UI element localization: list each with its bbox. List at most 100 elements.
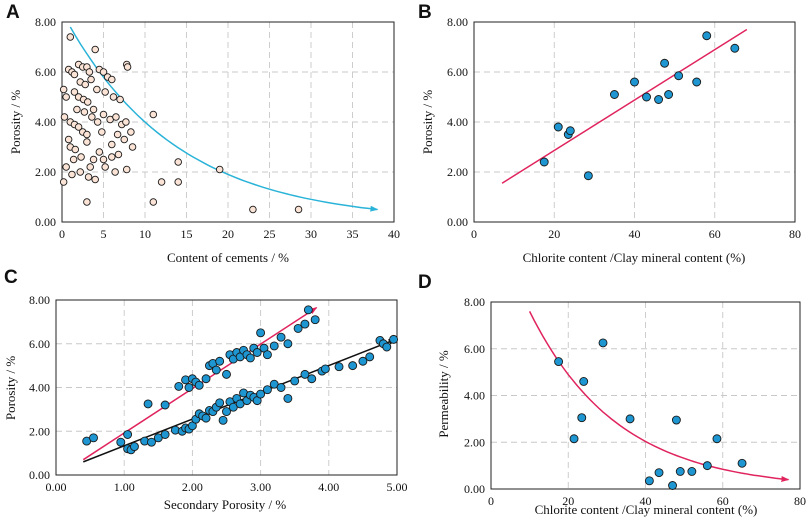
panel-a-data-point	[98, 128, 106, 136]
panel-c-data-point-upper	[269, 341, 279, 351]
panel-b-data-point	[664, 90, 674, 99]
panel-a-data-point	[120, 135, 128, 144]
panel-a-y-tick-label: 4.00	[35, 115, 56, 129]
panel-c-data-point-lower	[89, 433, 98, 443]
panel-c-data-point-upper	[245, 353, 255, 363]
panel-d-x-tick-label: 60	[717, 494, 729, 508]
panel-c-data-point-lower	[218, 415, 228, 425]
panel-b-x-tick-label: 40	[629, 227, 641, 241]
panel-a-data-point	[62, 93, 70, 101]
panel-b-x-tick-label: 0	[471, 227, 477, 241]
panel-a-data-point	[71, 145, 80, 154]
panel-a-x-tick-label: 25	[264, 227, 276, 241]
panel-label-d: D	[418, 272, 432, 293]
panel-c-data-point-upper	[160, 400, 170, 410]
panel-a-data-point	[69, 155, 78, 164]
panel-c-data-point-upper	[293, 323, 303, 333]
panel-c-data-point-upper	[174, 381, 184, 391]
panel-a-data-point	[59, 178, 68, 186]
panel-b-y-axis-title: Porosity / %	[420, 90, 435, 154]
panel-a-data-point	[80, 108, 89, 116]
panel-c-x-tick-label: 2.00	[182, 480, 203, 494]
panel-c-data-point-lower	[262, 385, 272, 395]
panel-c-data-point-upper	[222, 369, 231, 379]
panel-a-data-point	[99, 110, 108, 119]
panel-a-data-point	[122, 118, 130, 126]
panel-d-data-point	[702, 461, 712, 471]
panel-a-x-tick-label: 5	[101, 227, 107, 241]
panel-a-data-point	[87, 75, 95, 84]
panel-a-data-point	[93, 85, 101, 94]
panel-a-data-point	[109, 93, 118, 101]
panel-d-y-tick-label: 4.00	[464, 389, 485, 403]
panel-d-data-point	[712, 434, 722, 444]
panel-b-data-point	[674, 71, 684, 81]
panel-c-y-tick-label: 0.00	[29, 468, 50, 482]
panel-a-data-point	[76, 168, 85, 176]
panel-b-plot-frame	[473, 21, 796, 223]
panel-a-data-point	[123, 63, 132, 71]
panel-b-x-axis-title: Chlorite content /Clay mineral content (…	[523, 250, 746, 265]
panel-d-x-axis-title: Chlorite content /Clay mineral content (…	[535, 502, 758, 517]
panel-c-data-point-upper	[262, 350, 272, 360]
panel-b-y-tick-label: 4.00	[447, 115, 468, 129]
panel-b-data-point	[654, 95, 664, 104]
panel-a-data-point	[70, 70, 79, 79]
panel-b-data-point	[565, 126, 575, 136]
panel-d-data-point	[675, 467, 685, 476]
panel-a-data-point	[91, 175, 99, 184]
panel-d-data-point	[668, 481, 677, 490]
panel-b-x-tick-label: 80	[789, 227, 801, 241]
panel-d-y-axis-title: Permeability / %	[436, 350, 451, 438]
panel-d-y-tick-label: 0.00	[464, 482, 485, 496]
panel-a-data-point	[157, 178, 166, 186]
panel-a-data-point	[83, 138, 91, 146]
panel-a-x-tick-label: 15	[181, 227, 193, 241]
panel-c-x-axis-title: Secondary Porosity / %	[164, 497, 287, 512]
panel-c-y-axis-title: Porosity / %	[3, 356, 18, 420]
panel-c-y-tick-label: 4.00	[29, 381, 50, 395]
panel-a-data-point	[73, 105, 81, 114]
panel-a-data-point	[85, 68, 94, 76]
panel-c-data-point-lower	[365, 352, 375, 362]
panel-a-y-tick-label: 6.00	[35, 65, 56, 79]
panel-b-trend-line	[501, 28, 748, 184]
panel-a-x-tick-label: 20	[222, 227, 234, 241]
panel-b-data-point	[630, 77, 639, 87]
panel-label-b: B	[418, 2, 432, 23]
panel-d-x-tick-label: 80	[794, 494, 806, 508]
panel-b-data-point	[553, 122, 563, 132]
panel-c-data-point-lower	[300, 369, 310, 379]
panel-c-data-point-lower	[382, 342, 392, 352]
panel-d-data-point	[687, 467, 697, 476]
panel-d-data-point	[625, 414, 635, 424]
panel-a-data-point	[215, 165, 224, 174]
panel-c-data-point-lower	[256, 389, 266, 399]
panel-d-y-tick-label: 6.00	[464, 342, 485, 356]
panel-b-x-tick-label: 60	[709, 227, 721, 241]
panel-a-data-point	[68, 170, 76, 179]
panel-a-data-point	[108, 75, 116, 84]
panel-c-data-point-lower	[147, 437, 156, 447]
panel-b-x-tick-label: 20	[548, 227, 560, 241]
panel-b-y-tick-label: 6.00	[447, 65, 468, 79]
panel-c-data-point-upper	[283, 339, 293, 349]
panel-a-data-point	[95, 148, 104, 156]
panel-a-data-point	[81, 80, 89, 89]
panel-a-data-point	[122, 165, 131, 174]
panel-c-data-point-lower	[307, 374, 317, 384]
panel-b-data-point	[660, 58, 670, 68]
panel-a-data-point	[64, 135, 73, 144]
panel-a-data-point	[59, 85, 68, 94]
panel-d-data-point	[554, 357, 564, 367]
panel-a-data-point	[249, 205, 257, 214]
panel-a-data-point	[89, 155, 98, 164]
panel-a-data-point	[99, 68, 108, 76]
panel-c-data-point-lower	[222, 407, 231, 417]
panel-b-data-point	[609, 90, 619, 99]
panel-a-data-point	[111, 168, 119, 176]
panel-a-x-tick-label: 30	[305, 227, 317, 241]
panel-a-y-tick-label: 8.00	[35, 15, 56, 29]
panel-d-data-point	[569, 434, 579, 444]
